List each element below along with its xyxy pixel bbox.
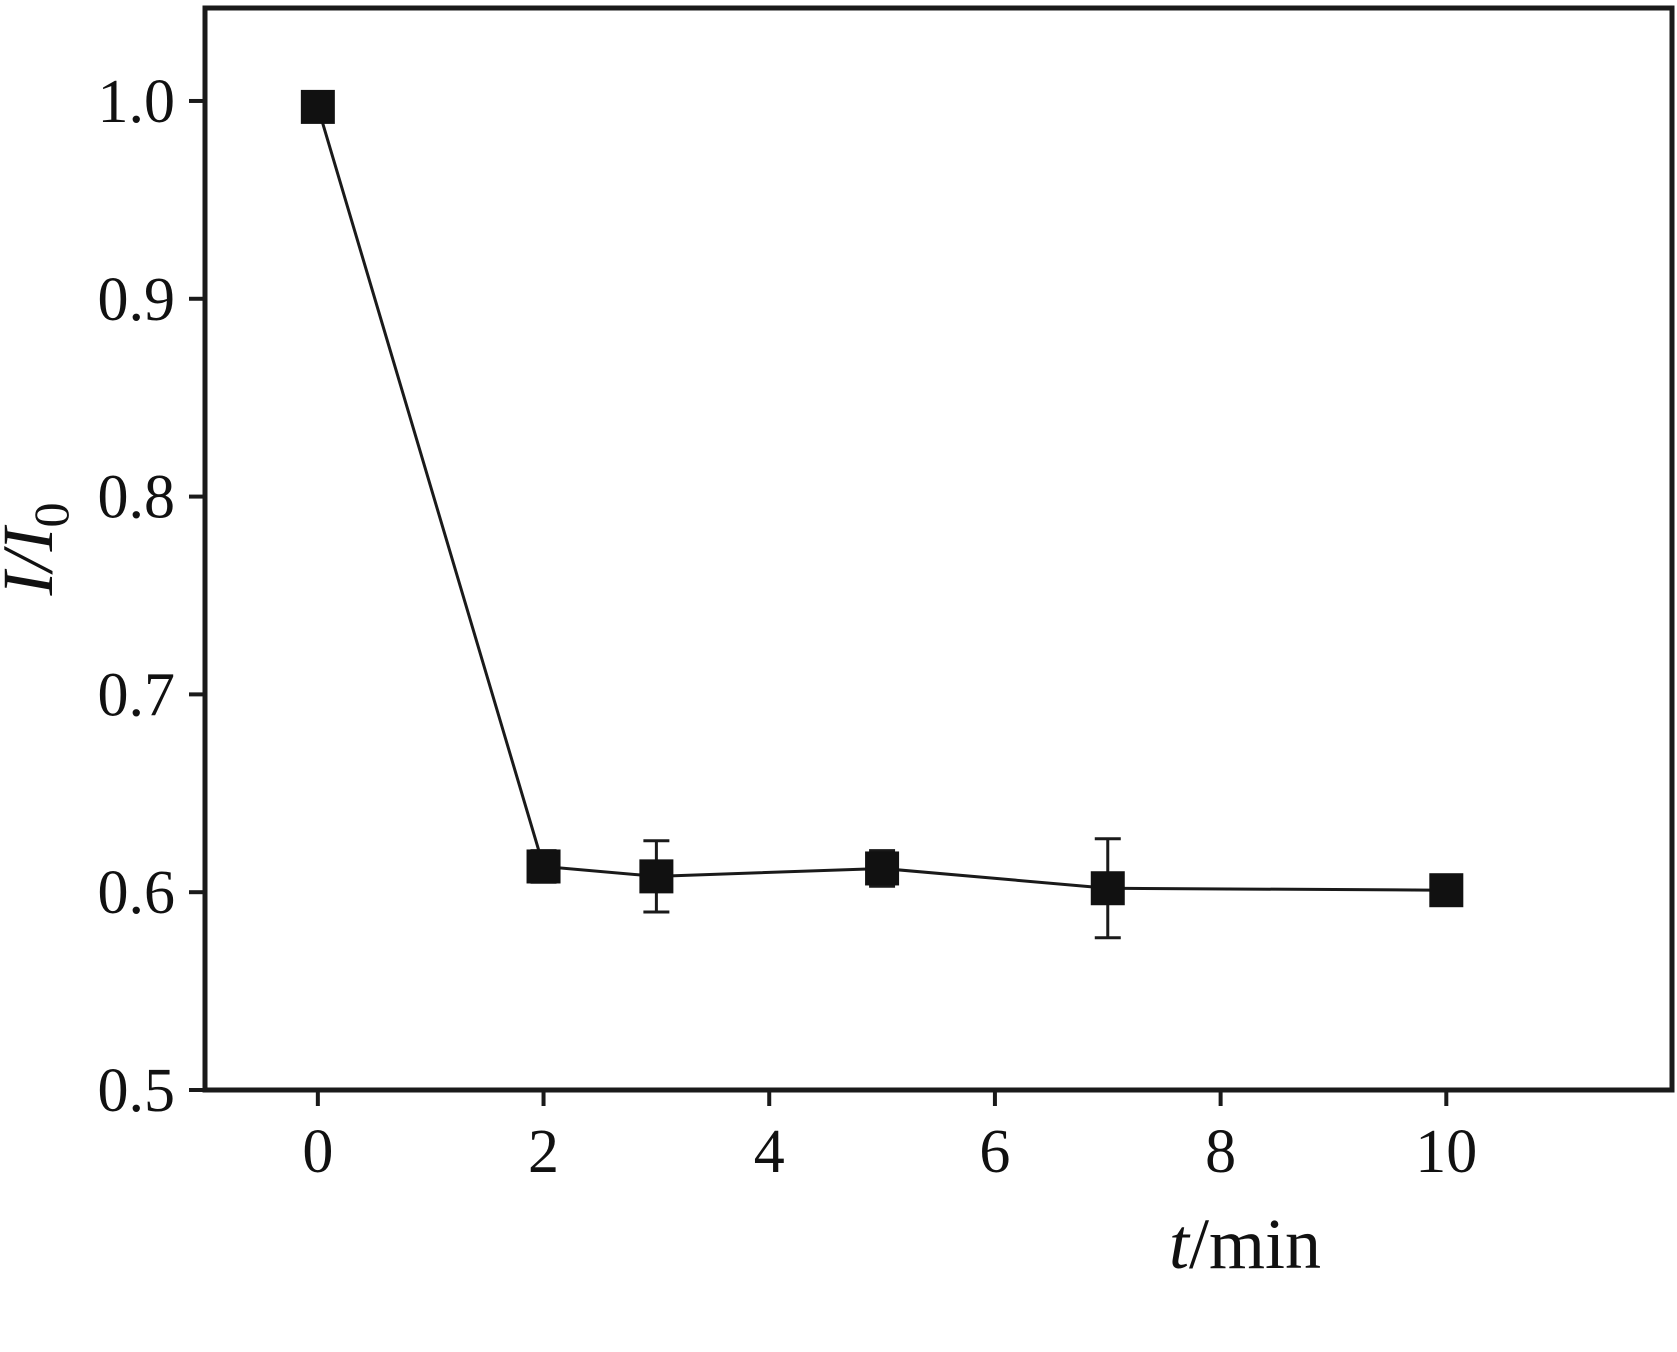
data-point xyxy=(639,859,674,894)
x-tick-label: 4 xyxy=(754,1118,785,1186)
y-axis-title: I/I0 xyxy=(0,503,79,597)
tick-labels: 0 2 4 6 8 10 0.5 0.6 0.7 0.8 0.9 1.0 xyxy=(98,68,1478,1186)
axis-frame xyxy=(202,5,1675,1093)
axis-ticks xyxy=(189,98,1449,1106)
data-point xyxy=(865,851,900,886)
x-tick-label: 0 xyxy=(302,1118,333,1186)
y-tick-label: 0.9 xyxy=(98,266,176,334)
data-point xyxy=(300,89,335,124)
x-tick-label: 8 xyxy=(1205,1118,1236,1186)
data-line xyxy=(316,106,1447,892)
y-tick-label: 1.0 xyxy=(98,68,176,136)
y-tick-label: 0.5 xyxy=(98,1057,176,1125)
y-tick-label: 0.7 xyxy=(98,661,176,729)
x-tick-label: 2 xyxy=(528,1118,559,1186)
plot-area xyxy=(205,8,1672,1090)
data-point xyxy=(1090,871,1125,906)
y-tick-label: 0.8 xyxy=(98,464,176,532)
data-points xyxy=(300,89,1464,908)
data-point xyxy=(1429,873,1464,908)
y-tick-label: 0.6 xyxy=(98,859,176,927)
x-tick-label: 10 xyxy=(1415,1118,1477,1186)
data-point xyxy=(526,849,561,884)
x-tick-label: 6 xyxy=(979,1118,1010,1186)
x-axis-title: t/min xyxy=(1169,1204,1321,1284)
